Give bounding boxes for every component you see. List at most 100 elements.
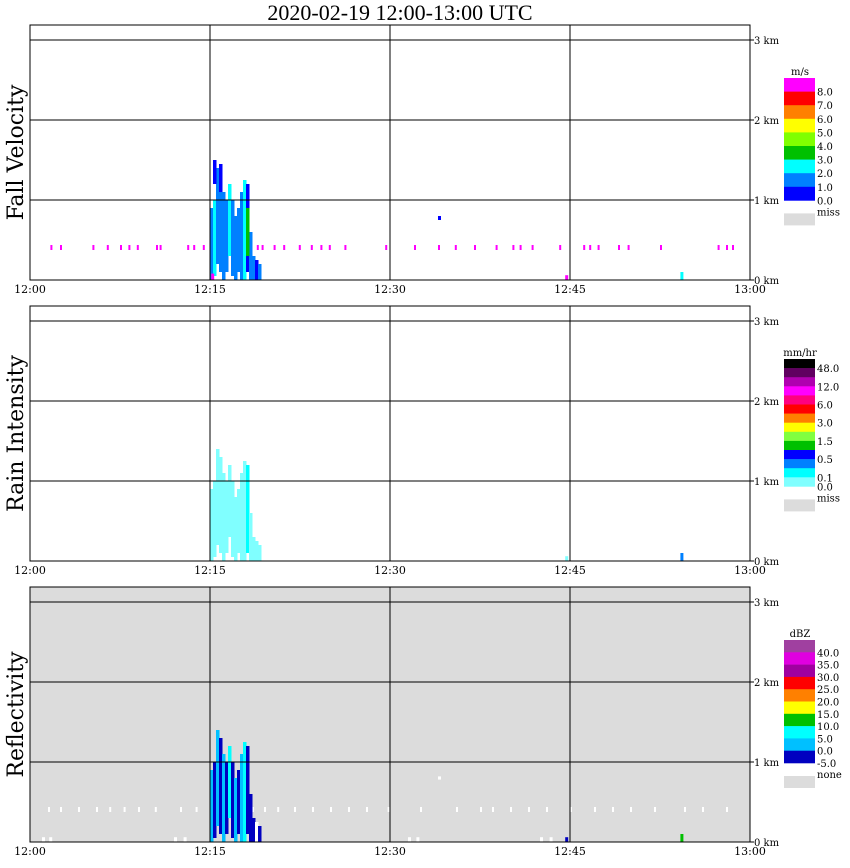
data-cell [128,245,131,250]
y-tick-label: 2 km [754,678,780,689]
data-cell [237,770,241,834]
y-axis-label: Reflectivity [4,651,29,778]
legend-label: 4.0 [817,142,833,153]
data-cell [408,837,411,842]
plot-frame [29,24,751,281]
data-cell [277,807,280,812]
data-cell [438,216,441,220]
panel-rain-intensity: 12:00 12:15 12:30 12:45 13:00 3 km 2 km 1 km 0 k… [4,305,840,577]
data-cell [222,473,226,561]
data-cell [255,541,259,561]
legend-missing-swatch [784,776,815,788]
y-tick-label: 0 km [754,557,780,568]
data-cell [255,822,259,842]
legend-missing-label: miss [817,493,840,504]
y-tick-label: 0 km [754,276,780,287]
legend-label: 3.0 [817,419,833,430]
data-cell [594,807,596,812]
data-cell [240,754,244,842]
y-tick-label: 1 km [754,758,780,769]
data-cell [213,481,217,557]
data-cell [42,837,45,842]
data-cell [474,245,476,250]
legend-label: 0.5 [817,455,833,466]
y-tick-label: 1 km [754,196,780,207]
y-tick-label: 1 km [754,477,780,488]
legend-swatch [784,431,815,442]
data-cell [612,807,614,812]
data-cell [237,208,241,272]
legend-swatch [784,395,815,405]
legend-swatch [784,640,815,653]
data-cell [680,272,684,280]
data-cell [225,481,229,553]
data-cell [627,245,630,250]
legend-swatch [784,676,815,690]
data-cell [344,245,347,250]
data-cell [348,807,350,812]
data-cell [78,807,80,812]
legend-label: 5.0 [817,734,833,745]
legend-swatch [784,359,815,369]
legend-swatch [784,413,815,423]
x-tick-label: 12:30 [374,283,406,296]
data-cell [438,245,440,250]
legend-label: 0.0 [817,196,833,207]
data-cell [234,216,238,280]
data-cell [225,200,229,272]
data-cell [219,738,223,834]
data-cell [456,807,458,812]
legend-missing-swatch [784,213,815,226]
legend-swatch [784,368,815,378]
x-tick-label: 12:00 [14,283,46,296]
data-cell [180,807,182,812]
chart-title: 2020-02-19 12:00-13:00 UTC [267,0,533,25]
data-cell [210,208,214,280]
data-cell [219,164,223,192]
legend-label: 8.0 [817,88,833,99]
x-tick-label: 12:15 [194,283,226,296]
data-cell [48,807,50,812]
data-cell [559,245,562,250]
legend-swatch [784,91,815,106]
data-cell [330,807,332,812]
data-cell [726,245,728,250]
data-cell [385,245,388,250]
panel-fall-velocity: 12:00 12:15 12:30 12:45 13:00 3 km 2 km 1 km 0 k… [4,24,840,296]
panel-reflectivity: 12:00 12:15 12:30 12:45 13:00 3 km 2 km 1 km 0 k… [4,586,842,858]
data-cell [258,545,262,561]
data-cell [193,245,196,250]
legend-label: 0.0 [817,747,833,758]
legend-swatch [784,186,815,201]
legend-swatch [784,738,815,751]
data-cell [222,192,226,280]
data-cell [219,176,223,272]
y-axis-label: Fall Velocity [4,84,29,220]
data-cell [680,834,684,842]
data-cell [565,837,569,842]
legend-swatch [784,726,815,739]
legend-label: 40.0 [817,648,839,659]
data-cell [120,245,122,250]
y-tick-label: 2 km [754,397,780,408]
x-tick-label: 12:45 [554,283,586,296]
legend-swatch [784,118,815,133]
data-cell [420,807,422,812]
data-cell [630,807,632,812]
data-cell [298,245,301,250]
data-cell [92,245,95,250]
y-tick-label: 3 km [754,598,780,609]
legend-label: -5.0 [817,759,836,770]
data-cell [225,762,229,834]
data-cell [213,200,217,276]
data-cell [246,465,250,553]
data-cell [231,200,235,276]
data-cell [60,245,62,250]
legend-label: 3.0 [817,156,833,167]
data-cell [246,208,250,256]
legend-missing-swatch [784,499,815,512]
data-cell [546,807,548,812]
legend-label: 7.0 [817,101,833,112]
data-cell [294,807,296,812]
legend-swatch [784,701,815,715]
